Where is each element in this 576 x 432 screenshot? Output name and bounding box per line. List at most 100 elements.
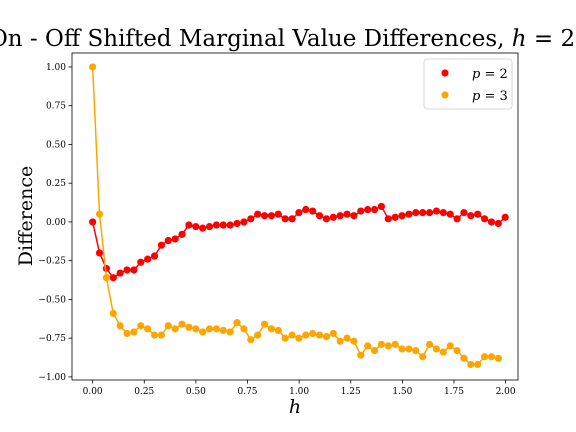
data-point <box>219 221 227 229</box>
plot-area <box>89 63 509 369</box>
data-point <box>144 255 152 263</box>
x-tick-label: 1.50 <box>392 387 412 397</box>
data-point <box>494 354 502 362</box>
legend-label: p = 2 <box>472 67 508 82</box>
x-axis: 0.00 0.25 0.50 0.75 1.00 1.25 1.50 1.75 2.00 <box>83 380 516 397</box>
series-2 <box>89 63 502 369</box>
chart-title-prefix: On - Off Shifted Marginal Value Differen… <box>0 26 512 52</box>
data-point <box>480 353 489 361</box>
y-tick-label: −0.25 <box>38 257 66 267</box>
data-point <box>212 221 221 229</box>
chart-title: On - Off Shifted Marginal Value Differen… <box>0 26 576 52</box>
data-point <box>419 353 427 361</box>
data-point <box>171 235 179 243</box>
legend-var: p <box>472 67 481 82</box>
data-point <box>260 320 269 328</box>
data-point <box>288 215 296 223</box>
data-point <box>405 210 413 218</box>
data-point <box>102 274 110 282</box>
data-point <box>212 325 221 333</box>
data-point <box>137 322 145 330</box>
data-point <box>460 209 468 217</box>
data-point <box>370 205 379 214</box>
data-point <box>260 212 269 220</box>
data-point <box>322 215 331 223</box>
data-point <box>302 331 310 339</box>
data-point <box>157 331 166 339</box>
data-point <box>350 212 358 220</box>
x-tick-label: 1.00 <box>289 387 309 397</box>
data-point <box>192 222 200 231</box>
x-tick-label: 0.75 <box>237 387 257 397</box>
data-point <box>343 210 351 218</box>
data-point <box>274 210 282 218</box>
chart-title-var: h <box>512 26 527 52</box>
plot-frame <box>71 52 519 381</box>
data-point <box>95 249 104 257</box>
data-point <box>446 342 454 350</box>
data-point <box>89 63 97 71</box>
data-point <box>315 331 324 339</box>
data-point <box>467 360 475 369</box>
data-point <box>329 329 337 338</box>
data-point <box>123 266 131 274</box>
data-point <box>432 345 441 353</box>
data-point <box>377 202 386 211</box>
data-point <box>309 207 317 215</box>
x-axis-label: h <box>289 396 301 418</box>
data-point <box>178 230 186 238</box>
y-axis: 1.00 0.75 0.50 0.25 0.00 −0.25 −0.50 −0.75 −1.00 <box>38 63 72 383</box>
data-point <box>205 325 214 333</box>
data-point <box>446 210 454 218</box>
data-point <box>425 209 434 217</box>
data-point <box>302 205 310 214</box>
data-point <box>336 337 344 345</box>
data-point <box>130 266 138 274</box>
y-tick-label: −0.50 <box>38 295 66 305</box>
y-tick-label: 0.50 <box>46 140 66 150</box>
data-point <box>309 329 317 338</box>
y-tick-label: 1.00 <box>46 63 66 73</box>
data-point <box>432 207 441 215</box>
data-point <box>474 360 482 369</box>
data-point <box>157 241 166 249</box>
data-point <box>109 309 117 317</box>
data-point <box>288 331 296 339</box>
data-point <box>322 333 331 341</box>
data-point <box>364 205 372 214</box>
data-point <box>164 322 172 330</box>
data-point <box>233 219 241 228</box>
data-point <box>144 325 152 333</box>
y-tick-label: −1.00 <box>38 373 66 383</box>
legend-value: = 3 <box>480 89 507 104</box>
data-point <box>185 221 193 229</box>
data-point <box>240 325 248 333</box>
data-point <box>192 325 200 333</box>
data-point <box>315 212 324 220</box>
data-point <box>240 218 248 226</box>
data-point <box>419 209 427 217</box>
data-point <box>150 252 159 260</box>
data-point <box>439 348 447 356</box>
data-point <box>116 322 124 330</box>
data-point <box>398 212 406 220</box>
data-point <box>254 331 262 339</box>
data-point <box>254 210 262 218</box>
legend-var: p <box>472 89 481 104</box>
data-point <box>391 340 399 348</box>
data-point <box>412 209 420 217</box>
data-point <box>377 340 386 348</box>
data-point <box>95 210 104 218</box>
data-point <box>487 353 496 361</box>
data-point <box>384 215 392 223</box>
data-point <box>123 329 131 338</box>
x-tick-label: 0.50 <box>186 387 206 397</box>
y-tick-label: 0.00 <box>46 218 66 228</box>
data-point <box>501 213 509 221</box>
data-point <box>150 331 159 339</box>
data-point <box>453 215 461 223</box>
data-point <box>219 326 227 335</box>
data-point <box>185 323 193 331</box>
legend-marker <box>441 91 449 99</box>
